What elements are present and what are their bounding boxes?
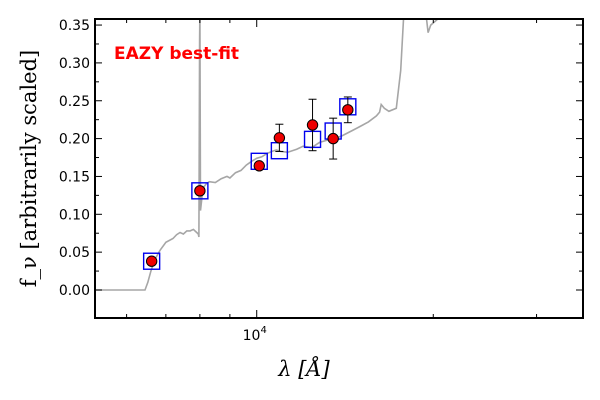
y-tick-label: 0.35	[59, 18, 90, 34]
y-tick-label: 0.30	[59, 56, 90, 72]
y-tick-label: 0.20	[59, 132, 90, 148]
observed-flux-point	[342, 104, 354, 116]
errorbar-layer	[147, 96, 352, 265]
observed-flux-point	[194, 185, 206, 197]
y-tick-label: 0.05	[59, 245, 90, 261]
y-tick-label: 0.25	[59, 94, 90, 110]
plot-frame	[94, 18, 584, 319]
model-flux-square	[142, 252, 161, 270]
ticks-layer: 0.00 0.05 0.10 0.15 0.20 0.25 0.30 0.35	[59, 18, 583, 318]
observed-photometry-layer	[145, 104, 354, 267]
template-spectrum-line	[95, 19, 440, 291]
y-tick-label: 0.00	[59, 283, 90, 299]
template-spectrum-layer	[95, 19, 440, 291]
observed-flux-point	[253, 160, 265, 172]
x-axis-label: λ [Å]	[277, 356, 330, 381]
observed-flux-point	[327, 132, 339, 145]
y-tick-label: 0.15	[59, 169, 90, 185]
x-tick-label: 104	[243, 325, 267, 344]
y-axis-label: f_ν [arbitrarily scaled]	[17, 50, 41, 287]
observed-flux-point	[273, 132, 286, 144]
annotation-text: EAZY best-fit	[114, 44, 239, 64]
observed-flux-point	[306, 119, 319, 131]
model-flux-square	[191, 182, 209, 200]
y-tick-label: 0.10	[59, 207, 90, 223]
observed-flux-point	[145, 255, 158, 267]
model-photometry-layer	[142, 98, 357, 270]
